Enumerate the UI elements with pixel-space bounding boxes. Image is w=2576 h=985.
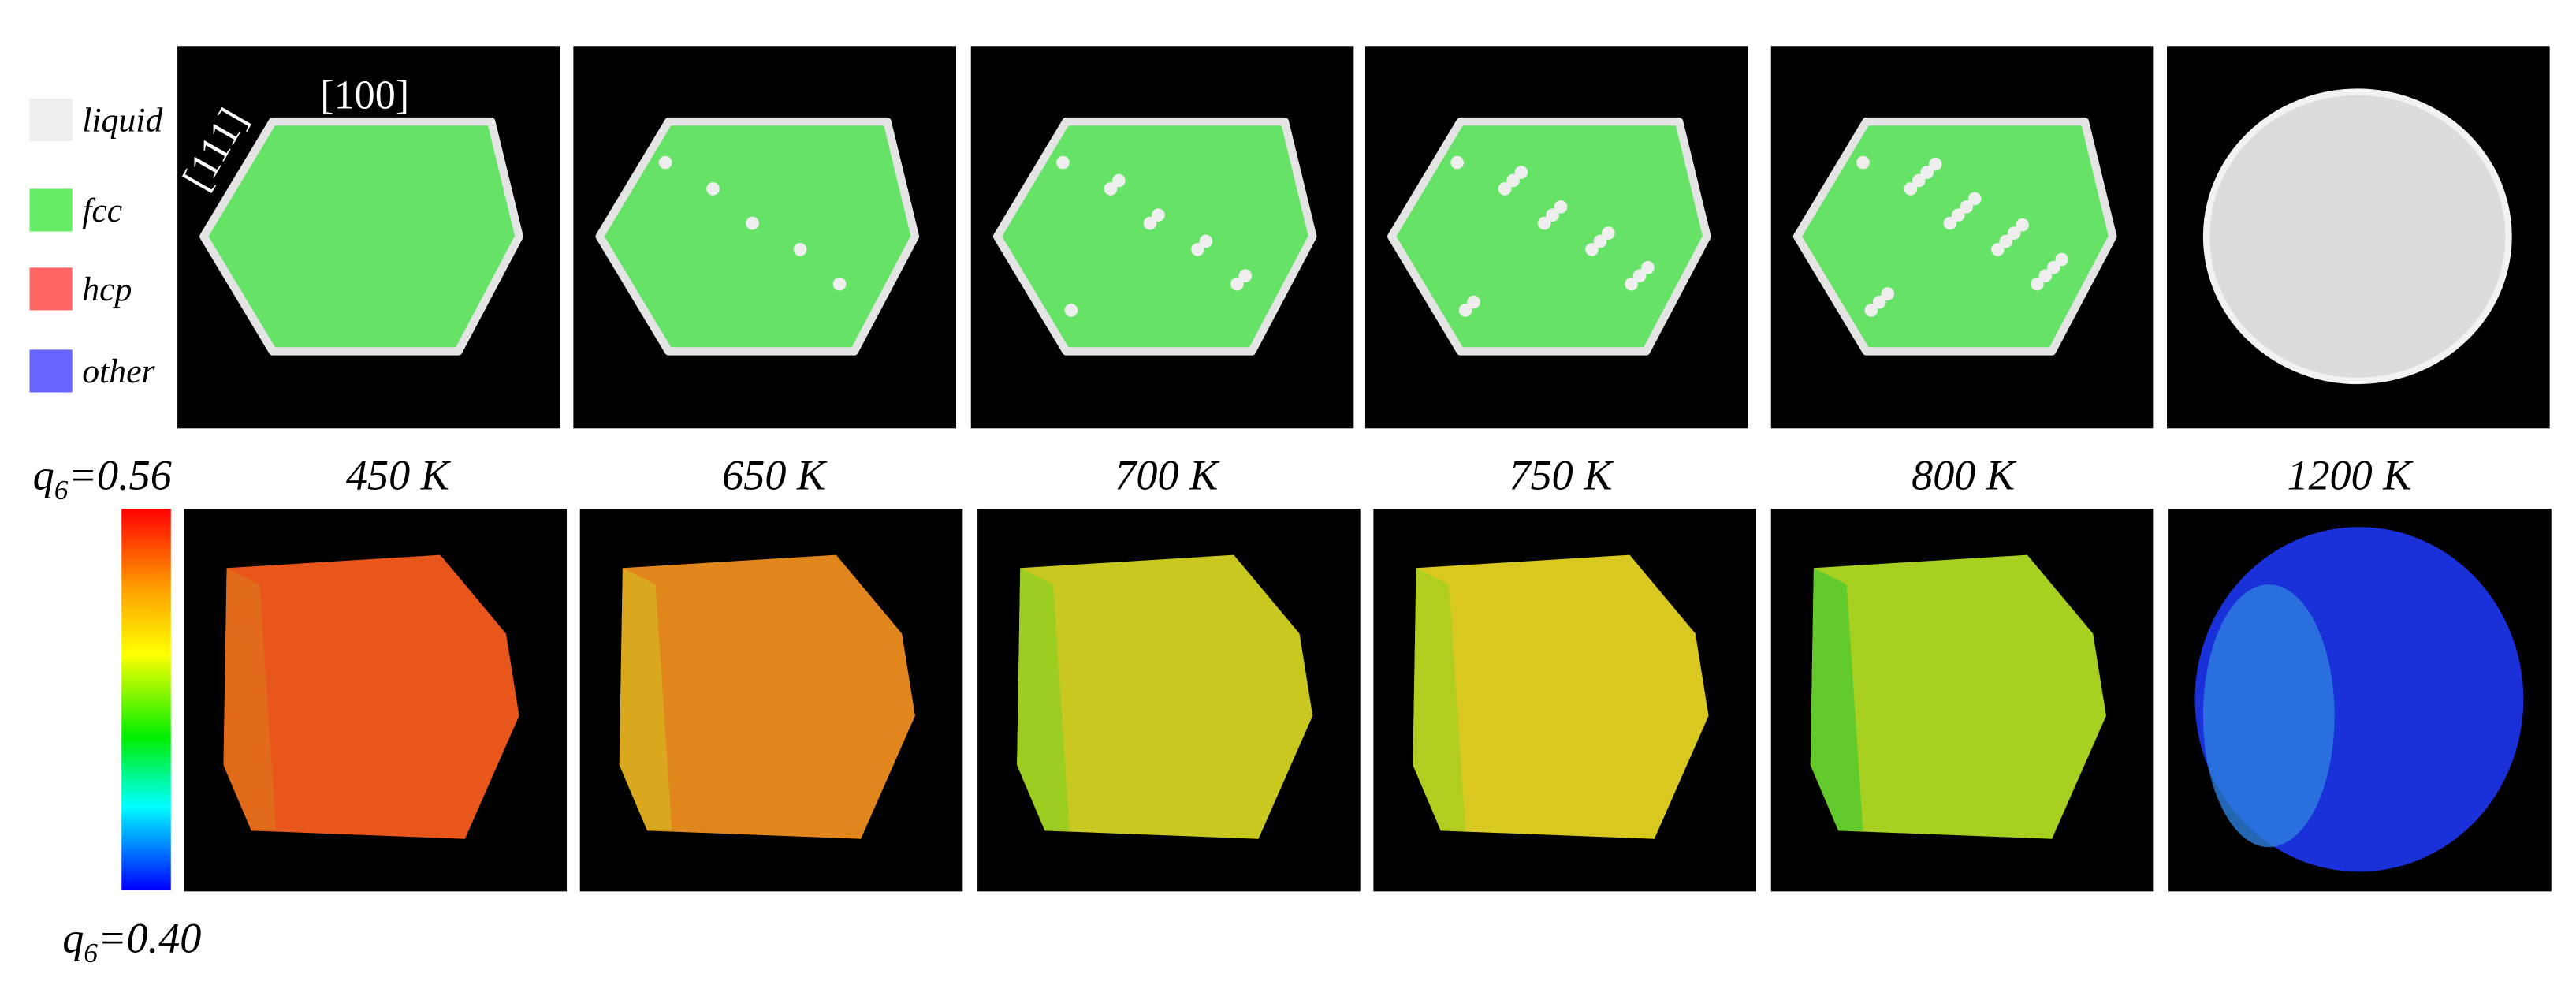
liquid-atom <box>1506 173 1520 188</box>
liquid-atom <box>1546 208 1559 222</box>
legend-swatch <box>29 349 73 393</box>
liquid-atom <box>1625 277 1638 291</box>
symbol: q <box>33 451 54 498</box>
q6-particle-side <box>1413 568 1466 831</box>
temperature-label: 750 K <box>1509 451 1615 498</box>
particle-hexagon <box>595 117 920 356</box>
legend-label: other <box>82 353 155 390</box>
liquid-atom <box>832 277 847 291</box>
liquid-atom <box>2055 252 2068 267</box>
liquid-atom <box>1498 182 1512 196</box>
liquid-atom <box>2038 269 2053 283</box>
q6-particle <box>1017 554 1313 839</box>
liquid-atom <box>1999 234 2013 248</box>
subscript: 6 <box>84 937 98 968</box>
legend-swatch <box>29 267 73 311</box>
liquid-atom <box>1881 287 1895 300</box>
liquid-atom <box>746 216 759 230</box>
panels: 450 K 650 K 700 K 750 K 800 K 1200 K <box>177 46 2552 892</box>
particle-hexagon <box>199 117 523 356</box>
liquid-atom <box>2031 277 2044 291</box>
q6-particle <box>1810 554 2106 839</box>
colorbar-max-label: q6=0.56 <box>33 451 172 505</box>
q6-particle <box>223 554 519 839</box>
liquid-atom <box>1230 277 1244 291</box>
liquid-atom <box>658 155 672 170</box>
temperature-label: 450 K <box>346 451 452 498</box>
legend: liquid fcc hcp other <box>29 98 162 393</box>
legend-label: liquid <box>82 102 162 140</box>
liquid-atom <box>1632 269 1647 283</box>
q6-particle <box>619 554 915 839</box>
liquid-atom <box>2007 226 2021 240</box>
liquid-atom <box>1514 166 1528 179</box>
liquid-atom <box>1864 304 1878 317</box>
liquid-atom <box>1602 226 1615 240</box>
temperature-label: 1200 K <box>2287 451 2414 498</box>
q6-particle <box>1413 554 1709 839</box>
particle-hexagon <box>1387 117 1711 356</box>
liquid-atom <box>2016 218 2029 232</box>
liquid-atom <box>1104 182 1118 196</box>
legend-swatch <box>29 188 73 232</box>
liquid-atom <box>1199 234 1213 248</box>
liquid-atom <box>1928 157 1942 171</box>
liquid-atom <box>1056 155 1070 170</box>
legend-label: hcp <box>82 271 132 308</box>
q6-particle-side <box>1017 568 1070 831</box>
temperature-label: 800 K <box>1912 451 2017 498</box>
liquid-atom <box>1152 208 1165 222</box>
liquid-atom <box>1191 243 1204 256</box>
liquid-atom <box>1467 295 1480 309</box>
liquid-atom <box>1111 173 1126 188</box>
liquid-atom <box>1450 155 1465 170</box>
liquid-atom <box>1991 243 2005 256</box>
particle-hexagon <box>992 117 1317 356</box>
liquid-atom <box>1641 260 1655 274</box>
liquid-atom <box>1143 216 1157 230</box>
q6-particle-edge <box>2202 584 2335 848</box>
legend-swatch <box>29 98 73 142</box>
liquid-atom <box>1943 216 1957 230</box>
value: =0.56 <box>68 451 171 498</box>
liquid-atom <box>706 182 720 196</box>
liquid-atom <box>1912 173 1926 188</box>
liquid-atom <box>1458 304 1472 317</box>
legend-label: fcc <box>82 192 122 229</box>
liquid-atom <box>1904 182 1918 196</box>
liquid-atom <box>1872 295 1886 309</box>
q6-particle-side <box>223 568 277 831</box>
colorbar-min-label: q6=0.40 <box>62 914 201 968</box>
symbol: q <box>62 914 84 961</box>
direction-label: [100] <box>320 73 409 118</box>
liquid-atom <box>1593 234 1607 248</box>
liquid-atom <box>1960 200 1974 214</box>
liquid-atom <box>1537 216 1551 230</box>
temperature-label: 700 K <box>1115 451 1220 498</box>
liquid-atom <box>1064 304 1078 317</box>
liquid-atom <box>793 243 807 256</box>
liquid-atom <box>1967 192 1982 206</box>
liquid-atom <box>1585 243 1599 256</box>
particle-hexagon <box>1792 117 2117 356</box>
temperature-label: 650 K <box>722 451 828 498</box>
liquid-atom <box>1920 166 1934 179</box>
liquid-atom <box>1238 269 1253 283</box>
liquid-atom <box>2046 260 2060 274</box>
liquid-atom <box>1554 200 1568 214</box>
subscript: 6 <box>54 474 69 506</box>
value: =0.40 <box>98 914 201 961</box>
liquid-atom <box>1856 155 1870 170</box>
liquid-particle <box>2202 88 2512 385</box>
liquid-atom <box>1952 208 1965 222</box>
colorbar <box>121 509 171 890</box>
